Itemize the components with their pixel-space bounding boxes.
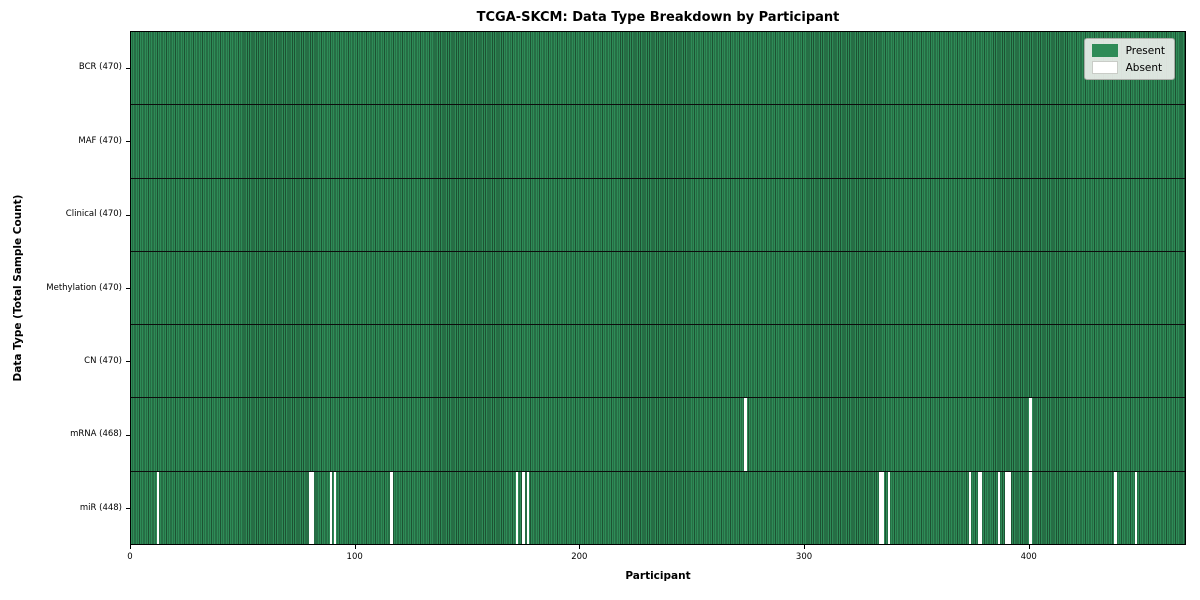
absent-mark [1006, 471, 1010, 544]
plot-area: Present Absent [130, 31, 1186, 545]
x-tick-label-200: 200 [571, 552, 588, 562]
absent-mark [1004, 471, 1007, 544]
absent-mark [522, 471, 525, 544]
x-axis-title: Participant [625, 570, 691, 582]
y-tick-label-clinical: Clinical (470) [65, 209, 122, 220]
y-tick-label-cn: CN (470) [84, 355, 122, 366]
absent-mark [390, 471, 393, 544]
heatmap-row-cn [131, 325, 1185, 399]
absent-mark [329, 471, 332, 544]
y-tick-mark [126, 141, 130, 143]
y-tick-mark [126, 434, 130, 436]
y-tick-mark [126, 67, 130, 69]
heatmap-row-methylation [131, 251, 1185, 326]
legend-item-absent: Absent [1091, 61, 1165, 74]
legend-present-label: Present [1125, 44, 1165, 57]
y-tick-label-maf: MAF (470) [78, 135, 122, 146]
x-tick-mark [130, 545, 131, 549]
x-tick-label-100: 100 [346, 552, 363, 562]
absent-mark [1029, 471, 1032, 544]
heatmap-row-maf [131, 105, 1185, 179]
absent-mark [744, 398, 747, 471]
x-tick-mark [354, 545, 356, 549]
legend-absent-label: Absent [1125, 61, 1163, 74]
heatmap-row-mrna [131, 398, 1185, 472]
heatmap-row-clinical [131, 178, 1185, 252]
absent-mark [968, 471, 972, 544]
absent-mark [977, 471, 981, 544]
absent-mark [1114, 471, 1117, 544]
legend: Present Absent [1083, 38, 1175, 80]
y-tick-mark [126, 288, 130, 289]
y-tick-label-methylation: Methylation (470) [46, 282, 122, 293]
heatmap-row-mir [131, 471, 1185, 544]
absent-mark [526, 471, 530, 544]
x-tick-label-0: 0 [127, 552, 133, 562]
absent-mark [311, 471, 315, 544]
y-tick-mark [126, 508, 130, 510]
absent-mark [515, 471, 519, 544]
x-tick-mark [579, 545, 581, 549]
legend-present-swatch-icon [1091, 44, 1118, 57]
absent-mark [309, 471, 312, 544]
absent-mark [881, 471, 884, 544]
absent-mark [1009, 471, 1012, 544]
x-tick-mark [804, 545, 806, 549]
chart-title: TCGA-SKCM: Data Type Breakdown by Partic… [476, 10, 840, 25]
x-tick-label-400: 400 [1020, 552, 1037, 562]
y-tick-label-mrna: mRNA (468) [70, 429, 122, 440]
absent-mark [879, 471, 882, 544]
absent-mark [334, 471, 337, 544]
heatmap-row-bcr [131, 32, 1185, 106]
absent-mark [979, 471, 983, 544]
absent-mark [887, 471, 891, 544]
y-tick-mark [126, 361, 130, 363]
y-tick-mark [126, 214, 130, 216]
absent-mark [1029, 398, 1032, 471]
absent-mark [1134, 471, 1138, 544]
legend-item-present: Present [1091, 44, 1165, 57]
y-tick-label-mir: miR (448) [79, 502, 122, 513]
legend-absent-swatch-icon [1091, 61, 1118, 74]
x-tick-mark [1028, 545, 1030, 549]
y-tick-label-bcr: BCR (470) [78, 62, 122, 73]
x-tick-label-300: 300 [795, 552, 813, 562]
absent-mark [156, 471, 160, 544]
absent-mark [997, 471, 1001, 544]
